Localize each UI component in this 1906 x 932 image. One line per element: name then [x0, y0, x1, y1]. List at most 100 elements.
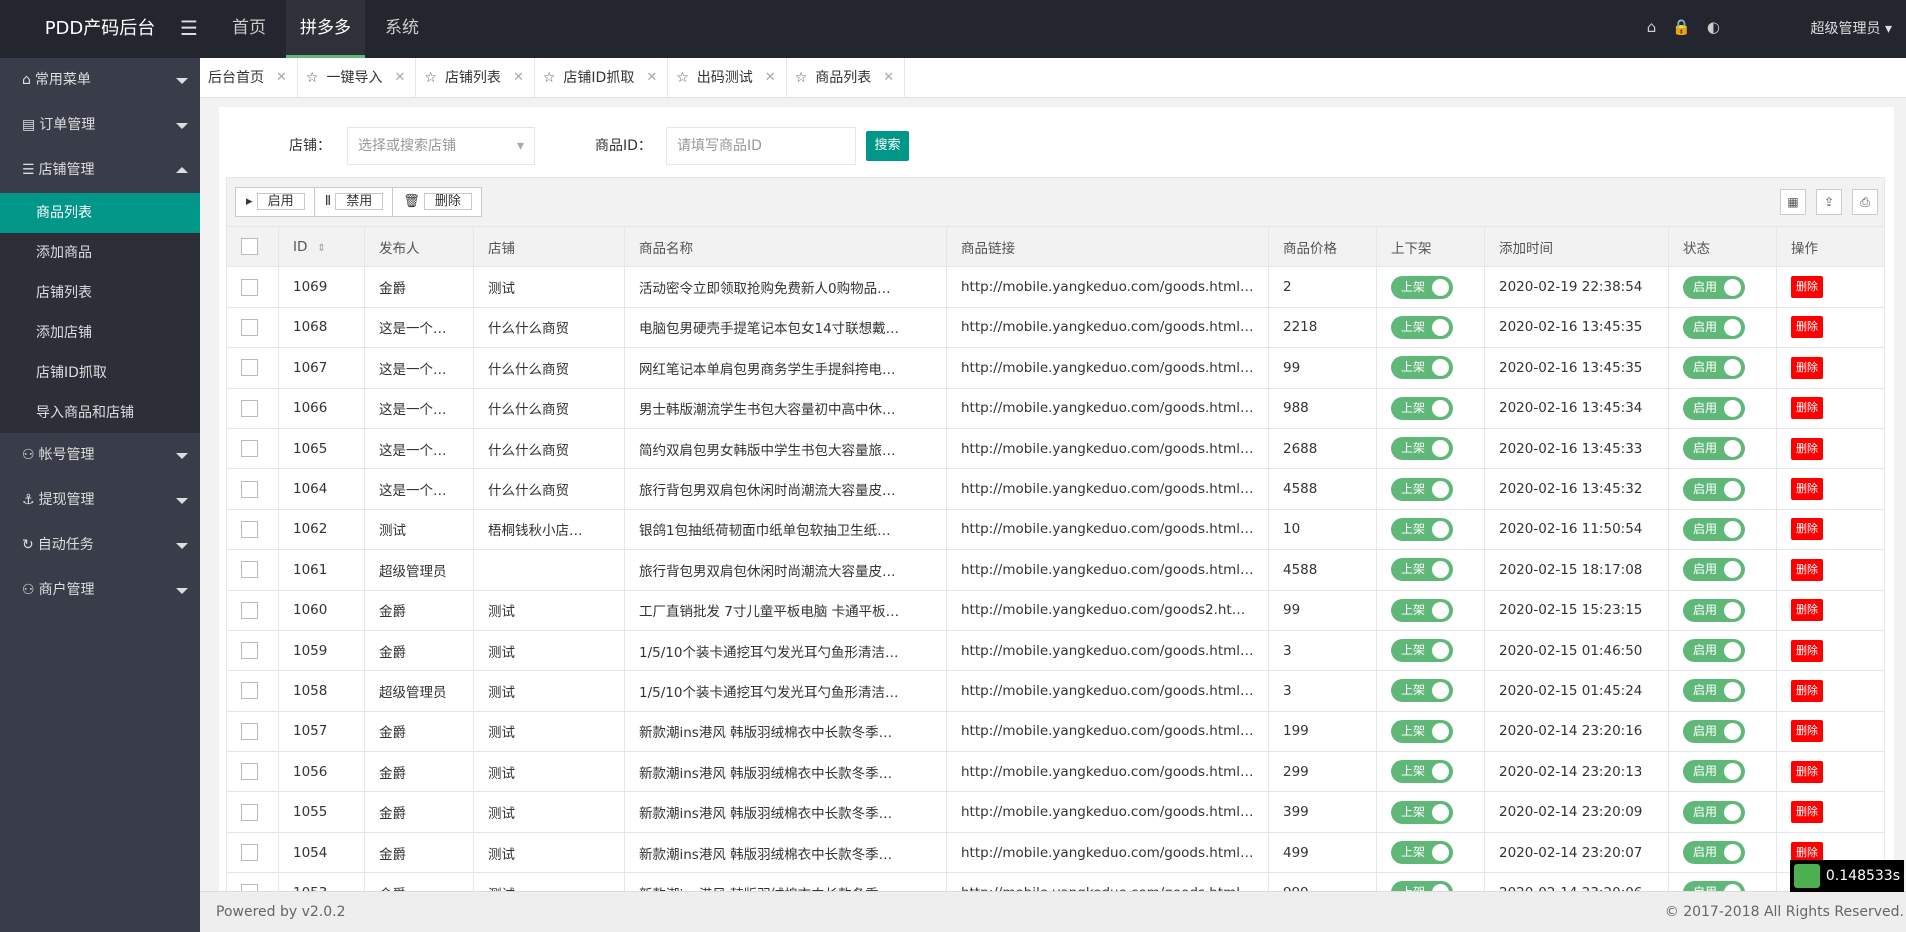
submenu-item[interactable]: 添加商品: [36, 245, 92, 261]
switch[interactable]: 上架: [1391, 639, 1453, 663]
switch[interactable]: 上架: [1391, 800, 1453, 824]
switch[interactable]: 启用: [1683, 719, 1745, 743]
menu-group[interactable]: ⚇ 帐号管理: [0, 433, 200, 478]
toolbar-button[interactable]: 🗑 删除: [392, 187, 482, 217]
nav-item[interactable]: 系统: [385, 18, 419, 38]
submenu-item[interactable]: 店铺列表: [36, 285, 92, 301]
menu-group[interactable]: ⚓ 提现管理: [0, 478, 200, 523]
submenu-item[interactable]: 导入商品和店铺: [36, 405, 134, 421]
delete-button[interactable]: 删除: [1791, 478, 1823, 501]
tab-close[interactable]: ✕: [394, 70, 406, 85]
switch[interactable]: 上架: [1391, 881, 1453, 891]
delete-button[interactable]: 删除: [1791, 841, 1823, 864]
checkbox[interactable]: [241, 399, 258, 417]
delete-button[interactable]: 删除: [1791, 720, 1823, 743]
checkbox[interactable]: [241, 520, 258, 538]
tab[interactable]: 后台首页 ✕: [200, 58, 298, 98]
menu-group[interactable]: ⌂ 常用菜单: [0, 58, 200, 103]
delete-button[interactable]: 删除: [1791, 760, 1823, 783]
delete-button[interactable]: 删除: [1791, 558, 1823, 581]
tab-close[interactable]: ✕: [883, 70, 895, 85]
switch[interactable]: 启用: [1683, 275, 1745, 299]
switch[interactable]: 上架: [1391, 396, 1453, 420]
switch[interactable]: 上架: [1391, 275, 1453, 299]
submenu-item[interactable]: 店铺ID抓取: [36, 365, 107, 381]
checkbox[interactable]: [241, 278, 258, 296]
menu-group[interactable]: ▤ 订单管理: [0, 103, 200, 148]
checkbox[interactable]: [241, 844, 258, 862]
tab[interactable]: ☆ 商品列表 ✕: [787, 58, 906, 98]
tab-close[interactable]: ✕: [646, 70, 658, 85]
toolbar-button[interactable]: Ⅱ 禁用: [313, 187, 394, 217]
delete-button[interactable]: 删除: [1791, 356, 1823, 379]
checkbox[interactable]: [241, 803, 258, 821]
menu-group[interactable]: ↻ 自动任务: [0, 523, 200, 568]
switch[interactable]: 启用: [1683, 558, 1745, 582]
switch[interactable]: 启用: [1683, 315, 1745, 339]
switch[interactable]: 启用: [1683, 841, 1745, 865]
switch[interactable]: 启用: [1683, 598, 1745, 622]
export-button[interactable]: ⇪: [1816, 189, 1842, 215]
delete-button[interactable]: 删除: [1791, 397, 1823, 420]
switch[interactable]: 上架: [1391, 315, 1453, 339]
tab[interactable]: ☆ 店铺ID抓取 ✕: [535, 58, 669, 98]
checkbox[interactable]: [241, 884, 258, 891]
switch[interactable]: 启用: [1683, 437, 1745, 461]
tab[interactable]: ☆ 店铺列表 ✕: [416, 58, 535, 98]
switch[interactable]: 上架: [1391, 719, 1453, 743]
switch[interactable]: 启用: [1683, 517, 1745, 541]
fold-button[interactable]: ☰: [180, 16, 198, 40]
switch[interactable]: 启用: [1683, 477, 1745, 501]
switch[interactable]: 上架: [1391, 760, 1453, 784]
switch[interactable]: 启用: [1683, 800, 1745, 824]
tab-close[interactable]: ✕: [764, 70, 776, 85]
switch[interactable]: 启用: [1683, 881, 1745, 891]
switch[interactable]: 启用: [1683, 639, 1745, 663]
switch[interactable]: 上架: [1391, 477, 1453, 501]
switch[interactable]: 上架: [1391, 558, 1453, 582]
tab[interactable]: ☆ 一键导入 ✕: [298, 58, 417, 98]
switch[interactable]: 上架: [1391, 437, 1453, 461]
submenu-item[interactable]: 添加店铺: [36, 325, 92, 341]
checkbox[interactable]: [241, 601, 258, 619]
delete-button[interactable]: 删除: [1791, 518, 1823, 541]
checkbox[interactable]: [241, 682, 258, 700]
checkbox[interactable]: [241, 722, 258, 740]
checkbox[interactable]: [241, 763, 258, 781]
nav-item[interactable]: 拼多多: [286, 0, 365, 58]
checkbox[interactable]: [241, 238, 258, 256]
switch[interactable]: 启用: [1683, 760, 1745, 784]
tab-close[interactable]: ✕: [512, 70, 524, 85]
columns-button[interactable]: ▦: [1780, 189, 1806, 215]
delete-button[interactable]: 删除: [1791, 801, 1823, 824]
tab[interactable]: ☆ 出码测试 ✕: [668, 58, 787, 98]
id-input[interactable]: 请填写商品ID: [666, 127, 856, 165]
switch[interactable]: 启用: [1683, 396, 1745, 420]
checkbox[interactable]: [241, 440, 258, 458]
menu-group[interactable]: ☰ 店铺管理: [0, 148, 200, 193]
checkbox[interactable]: [241, 359, 258, 377]
switch[interactable]: 上架: [1391, 356, 1453, 380]
sort-icon[interactable]: ⇕: [317, 242, 326, 254]
checkbox[interactable]: [241, 318, 258, 336]
checkbox[interactable]: [241, 561, 258, 579]
delete-button[interactable]: 删除: [1791, 437, 1823, 460]
checkbox[interactable]: [241, 480, 258, 498]
switch[interactable]: 上架: [1391, 517, 1453, 541]
shop-select[interactable]: 选择或搜索店铺 ▾: [347, 127, 535, 165]
switch[interactable]: 启用: [1683, 679, 1745, 703]
checkbox[interactable]: [241, 642, 258, 660]
switch[interactable]: 上架: [1391, 841, 1453, 865]
switch[interactable]: 上架: [1391, 679, 1453, 703]
delete-button[interactable]: 删除: [1791, 276, 1823, 299]
delete-button[interactable]: 删除: [1791, 679, 1823, 702]
switch[interactable]: 启用: [1683, 356, 1745, 380]
delete-button[interactable]: 删除: [1791, 639, 1823, 662]
delete-button[interactable]: 删除: [1791, 599, 1823, 622]
switch[interactable]: 上架: [1391, 598, 1453, 622]
nav-item[interactable]: 首页: [232, 18, 266, 38]
user-menu[interactable]: 超级管理员 ▾: [1810, 21, 1892, 37]
submenu-item[interactable]: 商品列表: [0, 193, 200, 233]
toolbar-button[interactable]: ▸ 启用: [235, 187, 315, 217]
menu-group[interactable]: ⚇ 商户管理: [0, 568, 200, 613]
